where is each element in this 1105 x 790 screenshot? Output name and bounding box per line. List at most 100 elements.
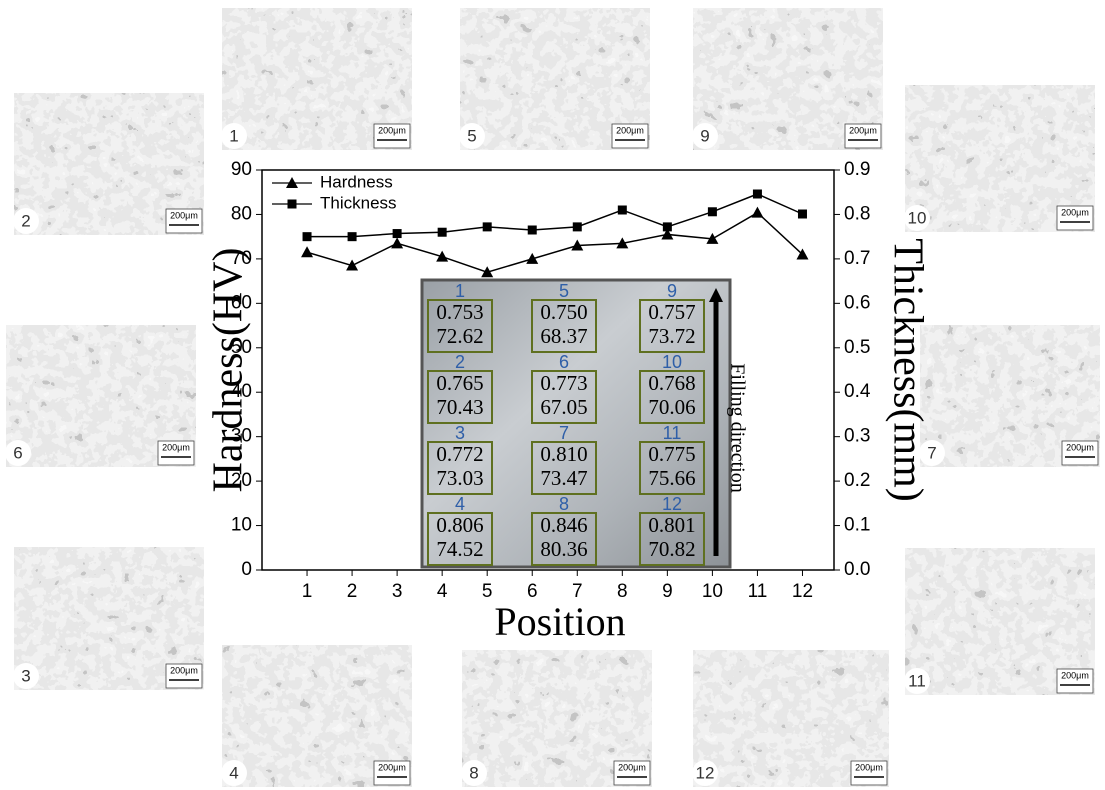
marker	[482, 222, 492, 232]
micrograph-label: 9	[700, 126, 709, 145]
scale-bar-label: 200μm	[1061, 670, 1089, 680]
micrograph-label-bg	[919, 440, 945, 466]
scale-bar-label: 200μm	[162, 442, 190, 452]
cell-box	[531, 299, 597, 353]
cell-box	[639, 512, 705, 566]
y-tick-label: 30	[231, 426, 252, 447]
marker	[301, 246, 314, 258]
cell-hardness: 73.72	[648, 324, 695, 348]
micrograph-label-bg	[904, 668, 930, 694]
cell-thickness: 0.765	[436, 371, 483, 395]
cell-thickness: 0.750	[540, 300, 587, 324]
marker	[616, 237, 629, 249]
cell-hardness: 73.03	[436, 466, 483, 490]
y-tick-label: 40	[231, 381, 252, 402]
scale-bar-box	[165, 663, 203, 689]
micrograph-label: 5	[467, 126, 476, 145]
marker	[436, 250, 449, 262]
cell-thickness: 0.810	[540, 442, 587, 466]
scale-bar-box	[844, 123, 882, 149]
marker	[706, 232, 719, 244]
scale-bar-label: 200μm	[849, 125, 877, 135]
cell-label: 1	[455, 281, 465, 301]
cell-thickness: 0.773	[540, 371, 587, 395]
y-tick-label: 80	[231, 203, 252, 224]
cell-label: 8	[559, 494, 569, 514]
y2-tick-label: 0.0	[844, 559, 870, 580]
y2-tick-label: 0.7	[844, 248, 870, 269]
x-tick-label: 7	[572, 581, 583, 602]
inset-frame	[420, 278, 732, 569]
x-tick-label: 1	[302, 581, 313, 602]
x-tick-label: 5	[482, 581, 493, 602]
cell-box	[531, 512, 597, 566]
scale-bar-box	[1056, 205, 1094, 231]
scale-bar-label: 200μm	[170, 210, 198, 220]
x-tick-label: 11	[748, 581, 768, 602]
marker	[661, 228, 674, 240]
cell-label: 10	[662, 352, 682, 372]
marker	[391, 237, 404, 249]
cell-box	[427, 299, 493, 353]
y2-tick-label: 0.6	[844, 292, 870, 313]
marker	[346, 259, 359, 271]
micrograph-label: 10	[908, 208, 927, 227]
legend-label: Thickness	[320, 193, 397, 212]
micrograph-label: 3	[21, 666, 30, 685]
scale-bar-box	[850, 760, 888, 786]
marker	[572, 222, 582, 232]
marker	[347, 232, 357, 242]
micrograph: 4 200μm	[221, 645, 412, 787]
cell-box	[639, 370, 705, 424]
legend-marker	[286, 177, 298, 188]
cell-thickness: 0.772	[436, 442, 483, 466]
cell-hardness: 70.06	[648, 395, 695, 419]
marker	[662, 222, 672, 232]
micrograph: 2 200μm	[13, 93, 204, 235]
micrograph-label-bg	[692, 123, 718, 149]
micrograph-label-bg	[5, 440, 31, 466]
scale-bar-box	[1061, 440, 1099, 466]
y-tick-label: 70	[231, 248, 252, 269]
scale-bar-box	[613, 760, 651, 786]
marker	[752, 189, 762, 199]
cell-hardness: 68.37	[540, 324, 587, 348]
cell-label: 6	[559, 352, 569, 372]
cell-hardness: 74.52	[436, 537, 483, 561]
y-tick-label: 20	[231, 470, 252, 491]
y2-tick-label: 0.9	[844, 159, 870, 180]
y-tick-label: 60	[231, 292, 252, 313]
cell-thickness: 0.768	[648, 371, 695, 395]
y-axis-title: Hardness(HV)	[206, 248, 252, 493]
micrograph: 7 200μm	[919, 325, 1100, 467]
marker	[617, 205, 627, 215]
micrograph-label: 1	[229, 126, 238, 145]
y2-axis-title: Thickness(mm)	[884, 238, 930, 502]
micrograph: 12 200μm	[692, 650, 889, 787]
cell-thickness: 0.753	[436, 300, 483, 324]
micrograph-label-bg	[461, 760, 487, 786]
y2-tick-label: 0.5	[844, 337, 870, 358]
cell-hardness: 67.05	[540, 395, 587, 419]
micrograph-label: 2	[21, 211, 30, 230]
marker	[527, 225, 537, 235]
micrograph: 9 200μm	[692, 8, 883, 150]
micrograph: 11 200μm	[904, 548, 1095, 695]
cell-hardness: 70.43	[436, 395, 483, 419]
y2-tick-label: 0.2	[844, 470, 870, 491]
micrograph: 5 200μm	[459, 8, 650, 150]
micrograph: 6 200μm	[5, 325, 196, 467]
scale-bar-box	[373, 760, 411, 786]
marker	[707, 207, 717, 217]
cell-box	[427, 441, 493, 495]
scale-bar-box	[157, 440, 195, 466]
y-tick-label: 0	[241, 559, 252, 580]
axes-frame	[261, 169, 835, 571]
fill-arrow-head	[709, 288, 723, 302]
cell-box	[639, 441, 705, 495]
legend-marker	[287, 199, 297, 209]
x-tick-label: 12	[792, 581, 813, 602]
scale-bar-label: 200μm	[378, 125, 406, 135]
marker	[797, 209, 807, 219]
